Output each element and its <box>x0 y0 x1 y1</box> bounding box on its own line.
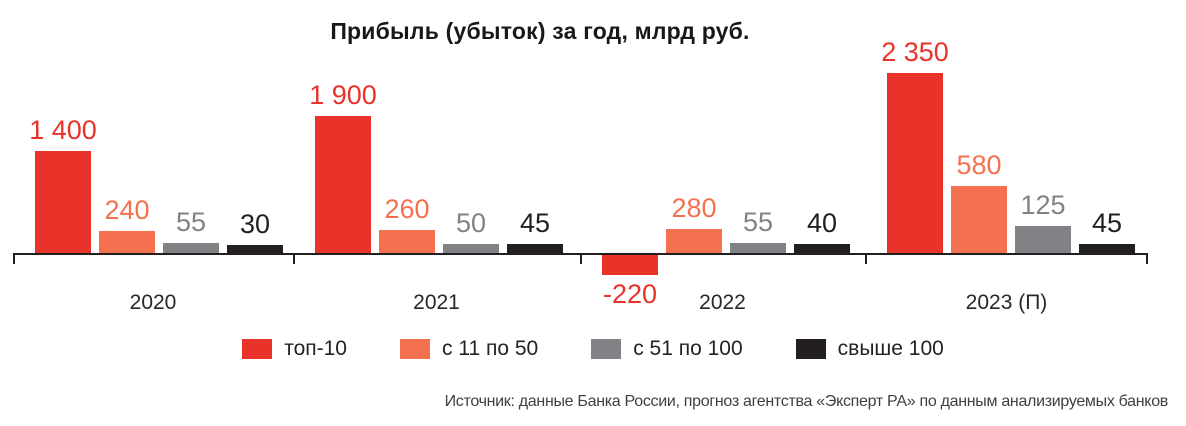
legend-swatch-3 <box>591 339 622 359</box>
bar-group2-series4 <box>507 244 563 253</box>
legend: топ-10 с 11 по 50 с 51 по 100 свыше 100 <box>0 337 1186 361</box>
legend-item-4: свыше 100 <box>795 337 944 361</box>
legend-swatch-4 <box>795 339 826 359</box>
bar-group3-series3 <box>730 243 786 253</box>
x-axis-label-group2: 2021 <box>413 291 460 314</box>
bar-group1-series4 <box>227 245 283 253</box>
bar-value-label-group4-series3: 125 <box>1020 190 1066 220</box>
axis-tick-1 <box>13 253 15 264</box>
legend-label-1: топ-10 <box>284 337 347 360</box>
axis-tick-5 <box>1146 253 1148 264</box>
bar-value-label-group3-series3: 55 <box>742 207 774 237</box>
bar-group2-series2 <box>379 230 435 253</box>
axis-tick-2 <box>293 253 295 264</box>
bar-value-label-group1-series3: 55 <box>175 207 207 237</box>
legend-item-2: с 11 по 50 <box>399 337 539 361</box>
bar-group3-series2 <box>666 229 722 253</box>
bar-value-label-group2-series1: 1 900 <box>309 80 377 110</box>
bar-value-label-group2-series4: 45 <box>519 208 551 238</box>
bar-group3-series1 <box>602 255 658 275</box>
chart-title: Прибыль (убыток) за год, млрд руб. <box>330 18 750 44</box>
legend-label-3: с 51 по 100 <box>633 337 743 360</box>
bar-value-label-group2-series3: 50 <box>455 208 487 238</box>
legend-item-3: с 51 по 100 <box>591 337 743 361</box>
x-axis-label-group3: 2022 <box>699 291 746 314</box>
bar-group4-series3 <box>1015 226 1071 253</box>
bar-value-label-group1-series1: 1 400 <box>29 115 97 145</box>
legend-label-4: свыше 100 <box>837 337 944 360</box>
bar-group1-series3 <box>163 243 219 253</box>
legend-item-1: топ-10 <box>242 337 347 361</box>
source-note: Источник: данные Банка России, прогноз а… <box>444 393 1169 410</box>
bar-value-label-group1-series2: 240 <box>104 195 150 225</box>
bar-value-label-group4-series2: 580 <box>956 150 1002 180</box>
bar-value-label-group3-series1: -220 <box>602 279 658 309</box>
bar-group4-series1 <box>887 73 943 253</box>
bar-group2-series1 <box>315 116 371 253</box>
legend-swatch-2 <box>399 339 430 359</box>
bar-value-label-group1-series4: 30 <box>239 209 271 239</box>
bar-value-label-group2-series2: 260 <box>384 194 430 224</box>
bar-group3-series4 <box>794 244 850 253</box>
bar-group4-series2 <box>951 186 1007 253</box>
bar-group2-series3 <box>443 244 499 253</box>
x-axis-label-group1: 2020 <box>129 291 177 314</box>
axis-tick-3 <box>580 253 582 264</box>
plot-area: 2020 1 400 240 55 30 2021 1 900 260 50 45 2022 -220… <box>13 37 1148 314</box>
bar-value-label-group4-series1: 2 350 <box>881 37 949 67</box>
x-axis-label-group4: 2023 (П) <box>965 291 1048 314</box>
bar-value-label-group4-series4: 45 <box>1091 208 1123 238</box>
bar-group1-series1 <box>35 151 91 253</box>
bar-group4-series4 <box>1079 244 1135 253</box>
legend-label-2: с 11 по 50 <box>441 337 539 360</box>
bar-value-label-group3-series4: 40 <box>806 208 838 238</box>
bar-group1-series2 <box>99 231 155 253</box>
legend-swatch-1 <box>242 339 273 359</box>
bar-value-label-group3-series2: 280 <box>671 193 717 223</box>
axis-tick-4 <box>865 253 867 264</box>
